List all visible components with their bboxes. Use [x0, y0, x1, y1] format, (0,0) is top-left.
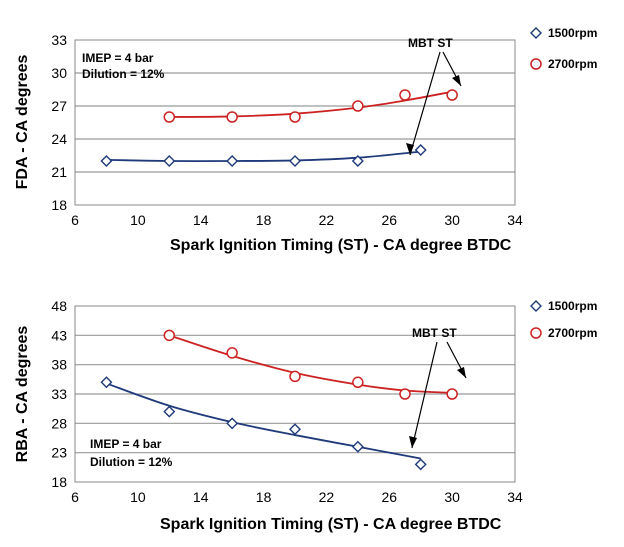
fda-mbt-label: MBT ST: [408, 36, 453, 50]
rba-x-tick-label: 26: [381, 489, 397, 505]
rba-y-tick-label: 43: [51, 327, 67, 343]
rba-x-axis-label: Spark Ignition Timing (ST) - CA degree B…: [160, 516, 502, 533]
fda-point-2700: [446, 89, 458, 101]
rba-legend-label-1500: 1500rpm: [548, 299, 597, 313]
rba-y-tick-label: 23: [51, 445, 67, 461]
fda-x-axis-label: Spark Ignition Timing (ST) - CA degree B…: [170, 237, 512, 254]
rba-y-tick-label: 48: [51, 298, 67, 314]
rba-mbt-arrowhead-1500: [409, 436, 417, 448]
rba-x-tick-label: 34: [507, 489, 523, 505]
rba-x-tick-label: 6: [71, 489, 79, 505]
rba-mbt-label: MBT ST: [412, 326, 457, 340]
fda-point-2700: [352, 100, 364, 112]
rba-point-1500: [414, 458, 427, 471]
rba-point-2700: [352, 376, 364, 389]
fda-plot-frame: [74, 39, 516, 206]
fda-legend-label-1500: 1500rpm: [548, 26, 597, 40]
fda-trendline-1500: [106, 150, 421, 163]
fda-y-axis-label: FDA - CA degrees: [14, 54, 31, 189]
rba-y-axis-label: RBA - CA degrees: [14, 326, 31, 463]
rba-point-1500: [289, 423, 301, 436]
fda-point-1500: [289, 155, 301, 167]
fda-x-tick-label: 26: [381, 212, 397, 228]
fda-x-ticks: 6 10 14 18 22 26 30 34: [71, 212, 523, 228]
fda-y-ticks: 18 21 24 27 30 33: [51, 32, 67, 213]
fda-legend: 1500rpm 2700rpm: [530, 26, 597, 71]
fda-point-1500: [351, 155, 364, 167]
rba-x-ticks: 6 10 14 18 22 26 30 34: [71, 489, 523, 505]
rba-point-1500: [351, 440, 364, 453]
fda-mbt-arrow-1500: [409, 51, 441, 156]
rba-x-tick-label: 30: [444, 489, 460, 505]
fda-trendlines: [106, 90, 453, 163]
rba-x-tick-label: 18: [256, 489, 272, 505]
rba-x-tick-label: 10: [130, 489, 146, 505]
fda-legend-label-2700: 2700rpm: [548, 57, 597, 71]
fda-y-tick-label: 24: [51, 131, 67, 147]
rba-point-2700: [446, 388, 458, 400]
rba-legend-marker-1500: [530, 300, 542, 312]
rba-y-tick-label: 28: [51, 415, 67, 431]
fda-point-2700: [163, 111, 176, 123]
fda-point-2700: [226, 111, 238, 123]
rba-x-tick-label: 22: [319, 489, 335, 505]
fda-y-tick-label: 27: [51, 98, 67, 114]
rba-point-1500: [163, 405, 176, 418]
fda-mbt-arrowhead-2700: [452, 75, 461, 86]
fda-x-tick-label: 6: [71, 212, 79, 228]
fda-legend-marker-1500: [530, 27, 542, 39]
fda-point-1500: [226, 155, 239, 167]
rba-y-tick-label: 18: [51, 474, 67, 490]
fda-imep-note: IMEP = 4 bar: [82, 51, 154, 65]
fda-dilution-note: Dilution = 12%: [82, 67, 165, 81]
rba-legend-label-2700: 2700rpm: [548, 326, 597, 340]
fda-mbt-arrowhead-1500: [406, 143, 414, 155]
rba-point-1500: [226, 417, 239, 430]
rba-panel: 18 23 28 33 38 43 48 6 10 14 18 22 26 30 34 Spark Ign…: [14, 298, 597, 533]
rba-legend: 1500rpm 2700rpm: [530, 299, 597, 340]
rba-dilution-note: Dilution = 12%: [90, 455, 173, 469]
fda-x-tick-label: 30: [444, 212, 460, 228]
rba-point-2700: [289, 370, 301, 383]
fda-x-tick-label: 14: [193, 212, 209, 228]
rba-markers: [100, 329, 458, 471]
rba-mbt-arrowhead-2700: [457, 367, 466, 378]
fda-y-tick-label: 18: [51, 197, 67, 213]
fda-point-1500: [100, 155, 113, 167]
rba-point-2700: [226, 347, 238, 359]
rba-y-ticks: 18 23 28 33 38 43 48: [51, 298, 67, 490]
fda-point-1500: [163, 155, 176, 167]
fda-y-tick-label: 30: [51, 65, 67, 81]
rba-point-1500: [100, 376, 113, 389]
rba-imep-note: IMEP = 4 bar: [90, 437, 162, 451]
rba-legend-marker-2700: [530, 327, 542, 339]
rba-point-2700: [163, 329, 176, 342]
fda-point-2700: [289, 111, 301, 123]
fda-point-2700: [399, 89, 411, 101]
fda-markers: [100, 89, 458, 167]
rba-plot-frame: [74, 305, 516, 483]
fda-gridlines: [75, 72, 515, 173]
rba-y-tick-label: 38: [51, 357, 67, 373]
fda-point-1500: [414, 144, 427, 156]
fda-x-tick-label: 34: [507, 212, 523, 228]
rba-y-tick-label: 33: [51, 386, 67, 402]
fda-x-tick-label: 18: [256, 212, 272, 228]
fda-legend-marker-2700: [530, 58, 542, 70]
fda-x-tick-label: 22: [319, 212, 335, 228]
fda-panel: 18 21 24 27 30 33 6 10 14 18 22 26 30 34 Spark Ignit…: [14, 26, 597, 254]
fda-y-tick-label: 21: [51, 164, 67, 180]
rba-point-2700: [399, 388, 411, 400]
fda-y-tick-label: 33: [51, 32, 67, 48]
rba-x-tick-label: 14: [193, 489, 209, 505]
rba-mbt-arrow-1500: [411, 341, 438, 449]
fda-x-tick-label: 10: [130, 212, 146, 228]
